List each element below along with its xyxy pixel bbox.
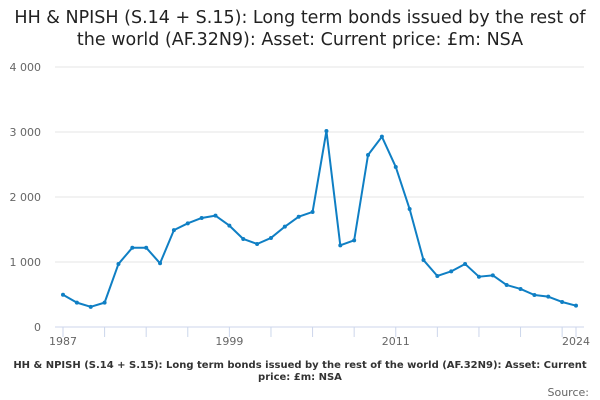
- data-point: [88, 304, 93, 309]
- data-point: [560, 299, 565, 304]
- data-point: [532, 293, 537, 298]
- data-point: [102, 300, 107, 305]
- data-point: [490, 273, 495, 278]
- data-point: [366, 153, 371, 158]
- data-point: [241, 236, 246, 241]
- y-tick-label: 2 000: [10, 191, 42, 204]
- data-point: [213, 213, 218, 218]
- source-label: Source:: [547, 386, 590, 399]
- data-point: [352, 238, 357, 243]
- data-point: [407, 207, 412, 212]
- chart-caption: HH & NPISH (S.14 + S.15): Long term bond…: [13, 360, 587, 383]
- data-point: [130, 245, 135, 250]
- data-point: [310, 209, 315, 214]
- data-point: [199, 215, 204, 220]
- x-tick-label: 2011: [382, 335, 410, 348]
- data-point: [574, 303, 578, 308]
- y-tick-label: 4 000: [10, 61, 42, 74]
- data-point: [449, 269, 454, 274]
- y-tick-label: 1 000: [10, 256, 42, 269]
- chart-title: HH & NPISH (S.14 + S.15): Long term bond…: [14, 8, 586, 50]
- data-point: [74, 300, 79, 305]
- data-point: [546, 294, 551, 299]
- y-tick-label: 0: [34, 321, 41, 334]
- data-point: [144, 245, 149, 250]
- data-point: [338, 243, 343, 248]
- data-point: [518, 286, 523, 291]
- data-point: [421, 258, 426, 263]
- data-point: [227, 223, 232, 228]
- data-point: [393, 164, 398, 169]
- data-point: [282, 224, 287, 229]
- data-point: [185, 221, 190, 226]
- data-point: [61, 292, 65, 297]
- data-point: [504, 283, 509, 288]
- data-point: [268, 235, 273, 240]
- data-point: [116, 261, 121, 266]
- x-tick-label: 1999: [215, 335, 243, 348]
- data-point: [379, 134, 384, 139]
- data-point: [158, 261, 163, 266]
- data-point: [324, 129, 329, 134]
- data-point: [255, 241, 260, 246]
- data-point: [171, 228, 176, 233]
- series-line: [62, 130, 577, 308]
- data-point: [296, 214, 301, 219]
- data-point: [435, 273, 440, 278]
- data-point: [476, 274, 481, 279]
- x-tick-label: 2024: [562, 335, 590, 348]
- y-tick-label: 3 000: [10, 126, 42, 139]
- data-point: [463, 261, 468, 266]
- x-tick-label: 1987: [49, 335, 77, 348]
